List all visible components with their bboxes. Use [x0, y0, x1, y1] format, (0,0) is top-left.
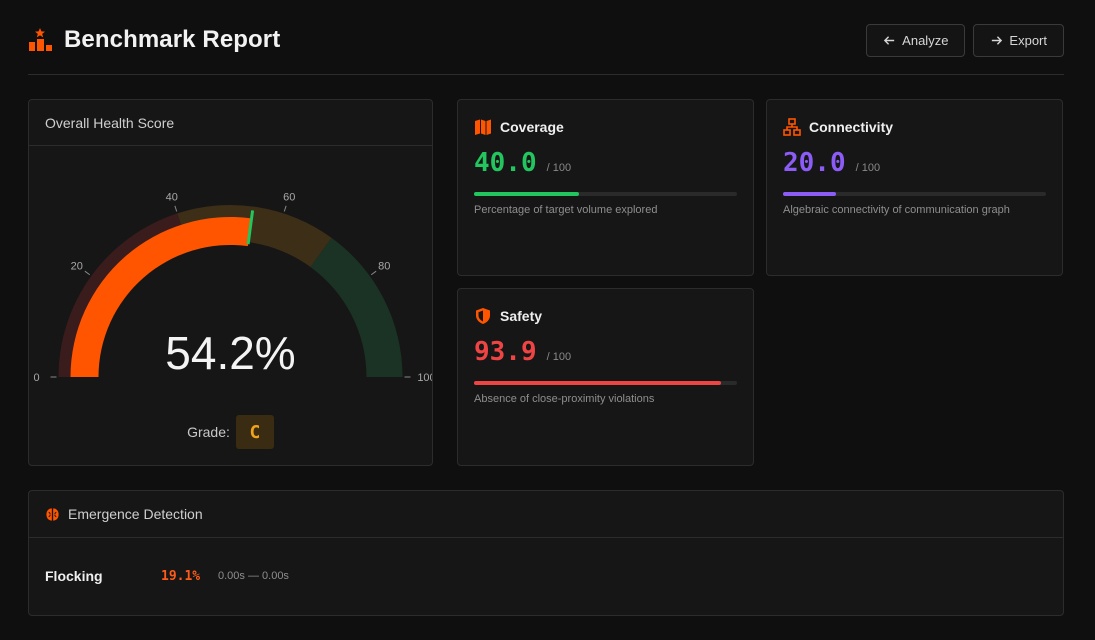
gauge-marker	[246, 210, 255, 245]
header-divider	[28, 74, 1064, 75]
safety-denominator: / 100	[546, 351, 572, 363]
gauge-tick-label: 0	[33, 372, 39, 384]
health-gauge: 0 20 40 60 80 100	[29, 147, 435, 407]
grade-row: Grade: C	[29, 415, 432, 449]
grade-badge: C	[235, 415, 274, 449]
analyze-button-label: Analyze	[902, 32, 949, 48]
gauge-tick	[283, 205, 287, 212]
connectivity-progress-bar	[783, 192, 1046, 196]
network-icon	[783, 118, 801, 136]
safety-description: Absence of close-proximity violations	[474, 393, 655, 405]
analyze-button[interactable]: Analyze	[866, 23, 966, 57]
gauge-tick	[174, 205, 178, 212]
safety-title: Safety	[500, 308, 543, 324]
safety-card: Safety 93.9 / 100 Absence of close-proxi…	[457, 288, 754, 466]
podium-icon	[29, 28, 52, 51]
connectivity-denominator: / 100	[855, 162, 881, 174]
behavior-name: Flocking	[45, 568, 103, 584]
emergence-title: Emergence Detection	[68, 506, 203, 522]
coverage-value: 40.0	[474, 148, 537, 178]
connectivity-title: Connectivity	[809, 119, 894, 135]
connectivity-description: Algebraic connectivity of communication …	[783, 204, 1010, 216]
coverage-card: Coverage 40.0 / 100 Percentage of target…	[457, 99, 754, 276]
arrow-right-icon	[992, 35, 1003, 45]
gauge-tick-label: 100	[417, 372, 432, 384]
gauge-zone-high	[310, 237, 403, 377]
gauge-tick	[370, 270, 377, 276]
coverage-title: Coverage	[500, 119, 564, 135]
gauge-tick-label: 20	[71, 260, 83, 272]
gauge-tick-label: 60	[283, 191, 295, 203]
shield-icon	[476, 308, 490, 324]
gauge-fill	[70, 217, 252, 377]
health-score-value: 54.2%	[165, 327, 296, 379]
connectivity-value: 20.0	[783, 148, 846, 178]
safety-progress-bar	[474, 381, 737, 385]
coverage-progress-fill	[474, 192, 580, 196]
gauge-chart: 0 20 40 60 80 100	[33, 191, 435, 384]
export-button[interactable]: Export	[973, 23, 1064, 57]
health-score-title: Overall Health Score	[29, 100, 432, 146]
coverage-progress-bar	[474, 192, 737, 196]
behavior-percent: 19.1%	[161, 568, 201, 584]
coverage-description: Percentage of target volume explored	[474, 204, 658, 216]
list-item: Flocking 19.1% 0.00s — 0.00s	[45, 568, 289, 584]
health-score-card: Overall Health Score 020406080100 54.2% …	[28, 99, 436, 466]
emergence-card: Emergence Detection Flocking 19.1% 0.00s…	[28, 490, 1064, 616]
connectivity-progress-fill	[783, 192, 836, 196]
safety-progress-fill	[474, 381, 721, 385]
export-button-label: Export	[1009, 32, 1047, 48]
behavior-time-range: 0.00s — 0.00s	[218, 570, 289, 582]
coverage-denominator: / 100	[546, 162, 572, 174]
brain-icon	[46, 507, 59, 521]
safety-value: 93.9	[474, 337, 537, 367]
arrow-left-icon	[884, 35, 895, 45]
grade-label: Grade:	[187, 424, 230, 440]
connectivity-card: Connectivity 20.0 / 100 Algebraic connec…	[766, 99, 1063, 276]
page-header: Benchmark Report Analyze Export	[28, 22, 1064, 58]
gauge-tick-label: 80	[378, 260, 390, 272]
map-icon	[475, 119, 491, 135]
gauge-tick-label: 40	[166, 191, 178, 203]
gauge-tick	[84, 270, 91, 276]
page-title: Benchmark Report	[64, 26, 281, 53]
